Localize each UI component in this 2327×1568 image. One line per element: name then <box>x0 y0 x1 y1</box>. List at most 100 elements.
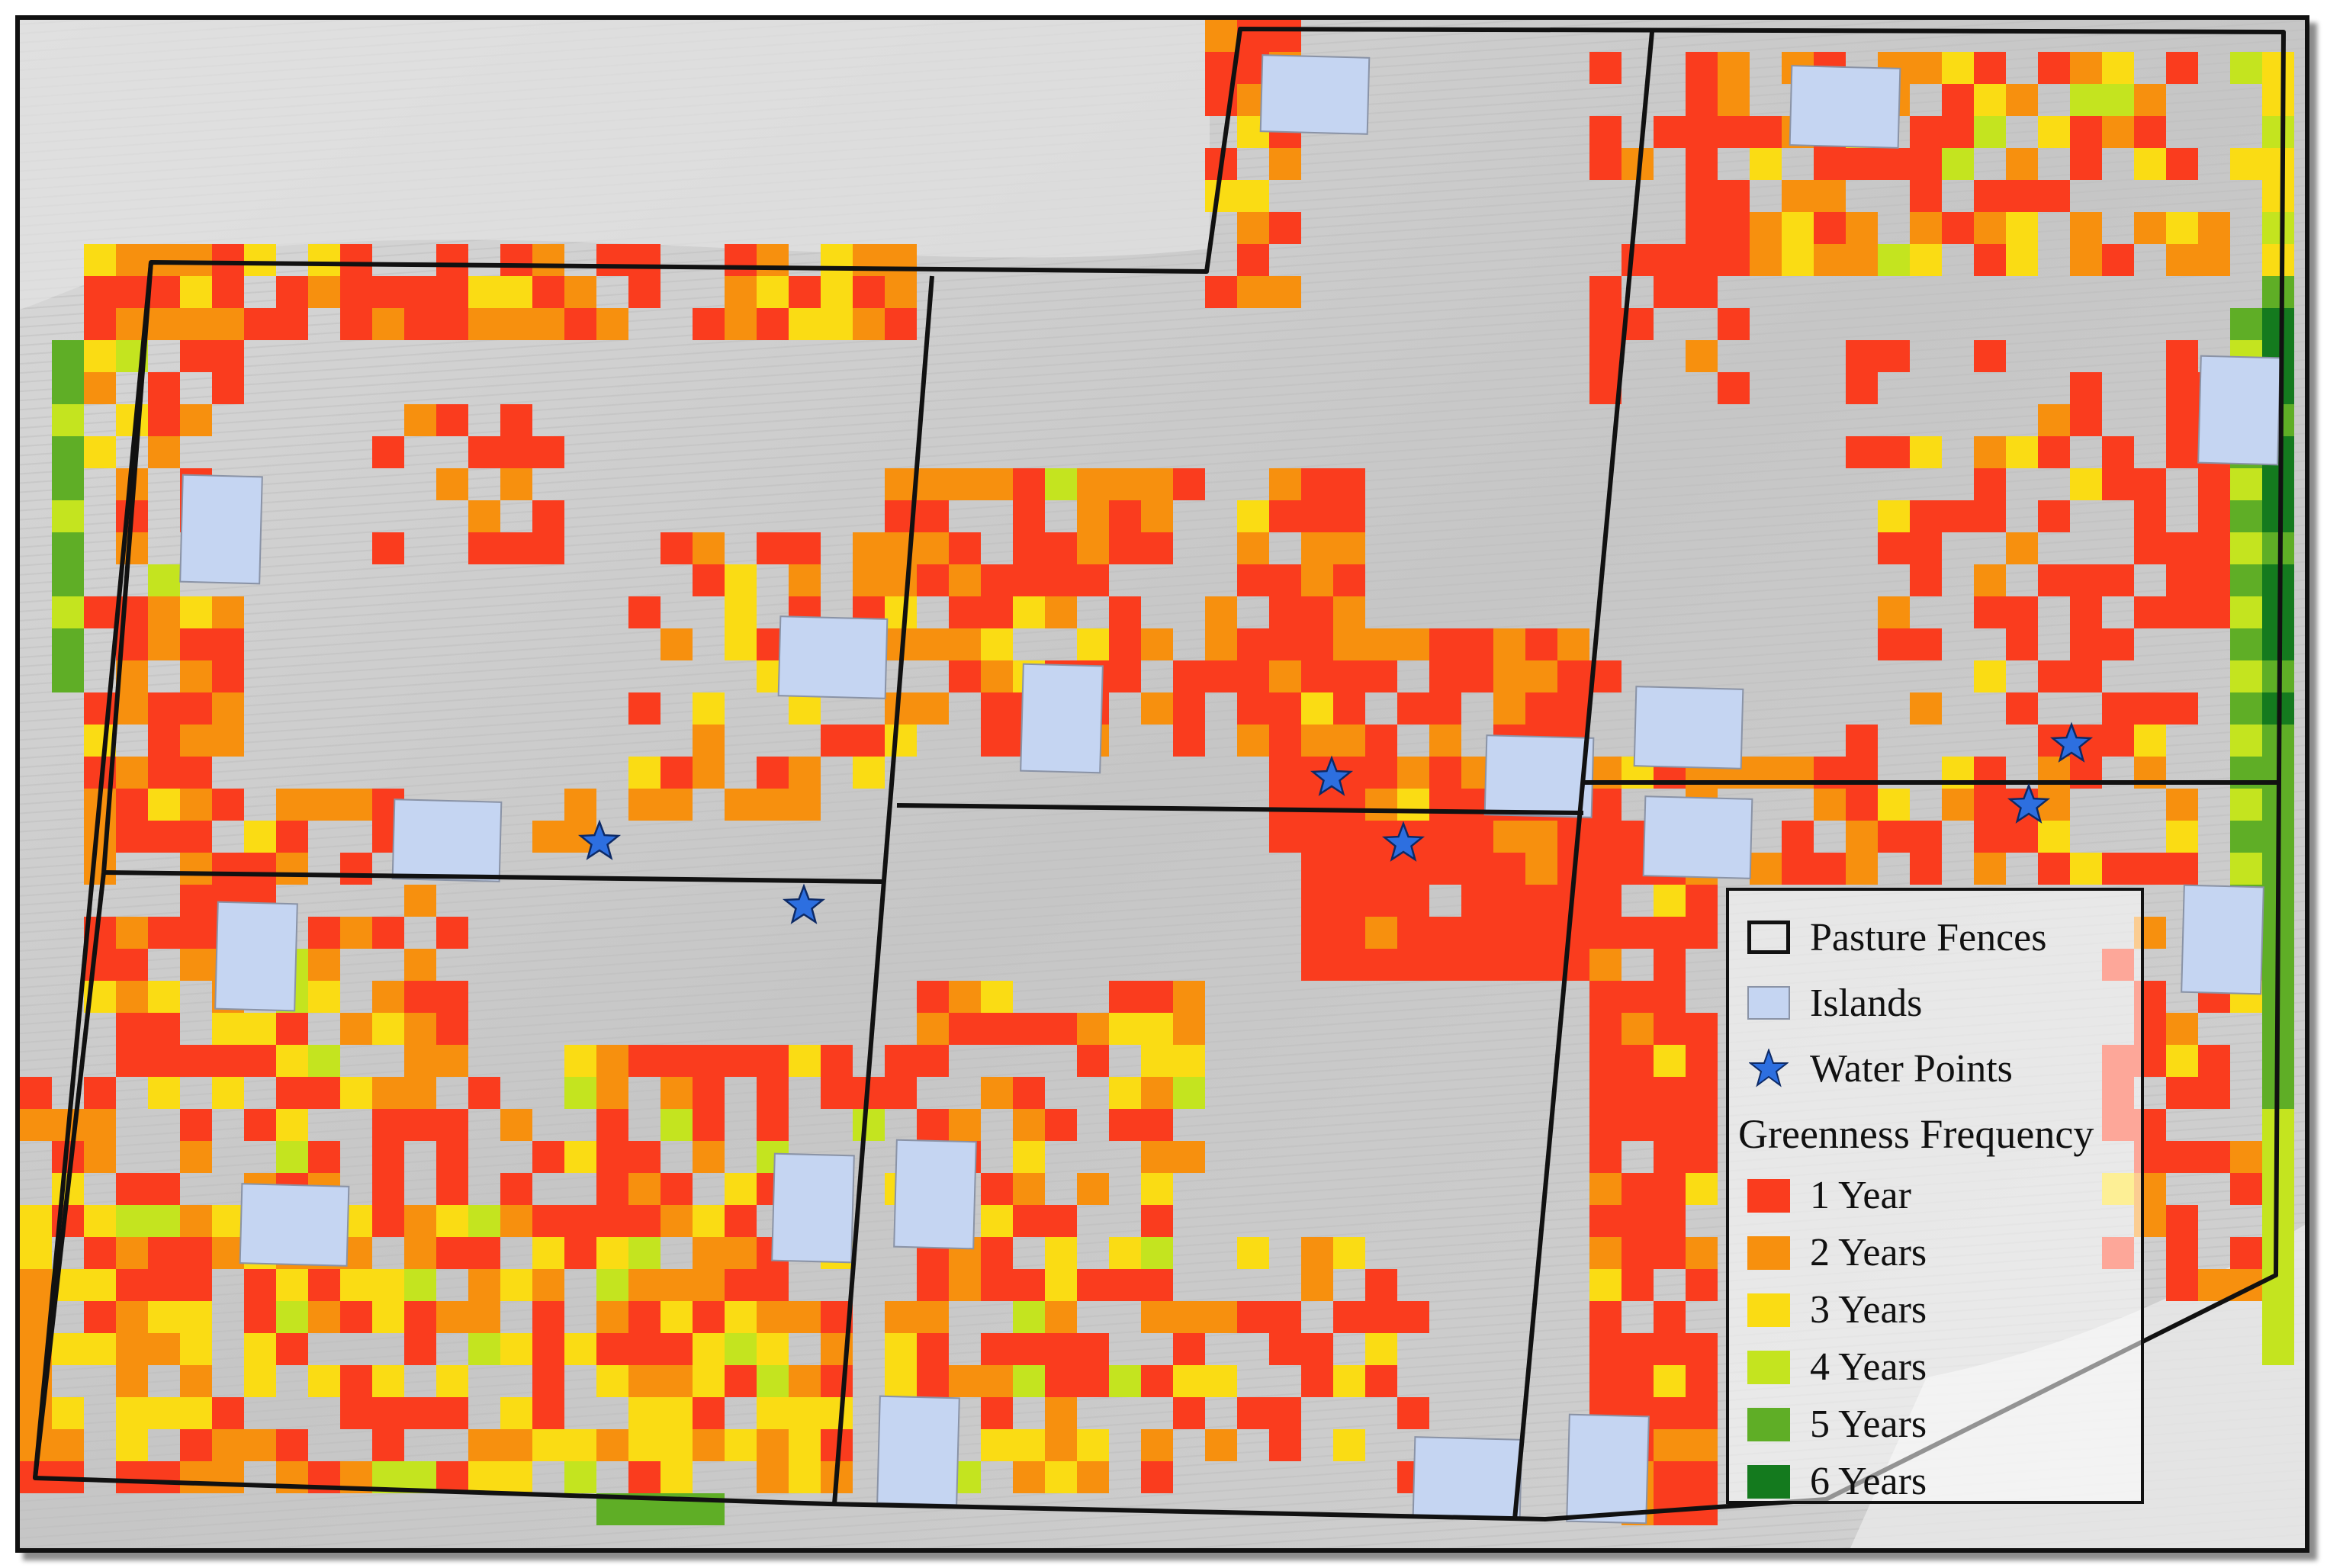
pasture-fence <box>101 262 153 873</box>
greenness-cell <box>1013 1301 1045 1333</box>
greenness-cell <box>1525 949 1557 981</box>
greenness-cell <box>564 1205 596 1237</box>
greenness-cell <box>2166 148 2198 180</box>
island <box>179 474 263 585</box>
greenness-cell <box>885 1333 917 1365</box>
greenness-cell <box>981 660 1013 692</box>
greenness-cell <box>757 1269 789 1301</box>
greenness-cell <box>468 1429 500 1461</box>
greenness-cell <box>693 1365 725 1397</box>
greenness-cell <box>468 1333 500 1365</box>
greenness-cell <box>1173 981 1205 1013</box>
greenness-cell <box>628 789 660 821</box>
greenness-cell <box>981 1205 1013 1237</box>
greenness-cell <box>1654 1141 1686 1173</box>
greenness-cell <box>1589 276 1622 308</box>
greenness-cell <box>1589 1237 1622 1269</box>
greenness-cell <box>2006 692 2038 725</box>
greenness-cell <box>981 596 1013 628</box>
greenness-cell <box>2134 84 2166 116</box>
greenness-cell <box>52 1333 84 1365</box>
greenness-cell <box>212 1461 244 1493</box>
greenness-cell <box>20 1237 52 1269</box>
greenness-cell <box>917 1109 949 1141</box>
greenness-cell <box>1782 821 1814 853</box>
greenness-cell <box>949 981 981 1013</box>
greenness-cell <box>404 1333 436 1365</box>
greenness-cell <box>212 628 244 660</box>
greenness-cell <box>1269 212 1301 244</box>
greenness-cell <box>404 885 436 917</box>
greenness-cell <box>116 1333 148 1365</box>
legend-row-islands: Islands <box>1738 970 2141 1036</box>
greenness-cell <box>1654 244 1686 276</box>
greenness-cell <box>2166 52 2198 84</box>
greenness-cell <box>1589 1045 1622 1077</box>
greenness-cell <box>244 1109 276 1141</box>
greenness-cell <box>660 1429 693 1461</box>
greenness-cell <box>1557 821 1589 853</box>
greenness-cell <box>1622 1205 1654 1237</box>
greenness-cell <box>52 1429 84 1461</box>
greenness-cell <box>1269 564 1301 596</box>
greenness-cell <box>148 1173 180 1205</box>
greenness-cell <box>949 468 981 500</box>
greenness-cell <box>276 1301 308 1333</box>
greenness-cell <box>1173 1045 1205 1077</box>
map-legend: Pasture Fences Islands Water Points Gree… <box>1726 888 2144 1504</box>
greenness-cell <box>52 468 84 500</box>
greenness-cell <box>1814 212 1846 244</box>
greenness-cell <box>2198 1141 2230 1173</box>
greenness-cell <box>821 725 853 757</box>
greenness-cell <box>340 1365 372 1397</box>
island <box>391 798 503 882</box>
greenness-cell <box>1654 1173 1686 1205</box>
greenness-cell <box>981 1173 1013 1205</box>
greenness-cell <box>789 789 821 821</box>
greenness-cell <box>1910 436 1942 468</box>
greenness-cell <box>1077 1173 1109 1205</box>
greenness-cell <box>404 276 436 308</box>
greenness-cell <box>821 1365 853 1397</box>
greenness-cell <box>1045 1429 1077 1461</box>
greenness-cell <box>1269 1301 1301 1333</box>
greenness-cell <box>372 276 404 308</box>
greenness-cell <box>1910 692 1942 725</box>
greenness-cell <box>1237 500 1269 532</box>
greenness-cell <box>1557 628 1589 660</box>
water-point-star-icon <box>1310 755 1354 796</box>
greenness-cell <box>116 821 148 853</box>
greenness-cell <box>853 276 885 308</box>
greenness-cell <box>693 1141 725 1173</box>
legend-class-label: 2 Years <box>1810 1231 1927 1274</box>
greenness-cell <box>1365 1365 1397 1397</box>
greenness-cell <box>917 1045 949 1077</box>
greenness-cell <box>436 1141 468 1173</box>
greenness-cell <box>757 1045 789 1077</box>
greenness-cell <box>2198 1045 2230 1077</box>
greenness-cell <box>628 757 660 789</box>
greenness-cell <box>1109 1013 1141 1045</box>
greenness-cell <box>1974 340 2006 372</box>
greenness-cell <box>564 1045 596 1077</box>
island <box>2181 884 2264 995</box>
greenness-cell <box>276 853 308 885</box>
greenness-cell <box>2262 116 2294 148</box>
greenness-cell <box>148 564 180 596</box>
greenness-cell <box>1493 917 1525 949</box>
greenness-cell <box>1814 180 1846 212</box>
legend-class-label: 1 Year <box>1810 1174 1911 1217</box>
greenness-cell <box>1333 885 1365 917</box>
greenness-cell <box>1013 596 1045 628</box>
greenness-cell <box>84 372 116 404</box>
greenness-cell <box>789 1397 821 1429</box>
greenness-cell <box>1333 660 1365 692</box>
greenness-cell <box>2070 853 2102 885</box>
greenness-cell <box>2134 853 2166 885</box>
greenness-cell <box>693 1429 725 1461</box>
greenness-cell <box>1654 917 1686 949</box>
greenness-cell <box>148 1301 180 1333</box>
greenness-cell <box>500 308 532 340</box>
greenness-cell <box>2166 1045 2198 1077</box>
greenness-cell <box>1301 628 1333 660</box>
